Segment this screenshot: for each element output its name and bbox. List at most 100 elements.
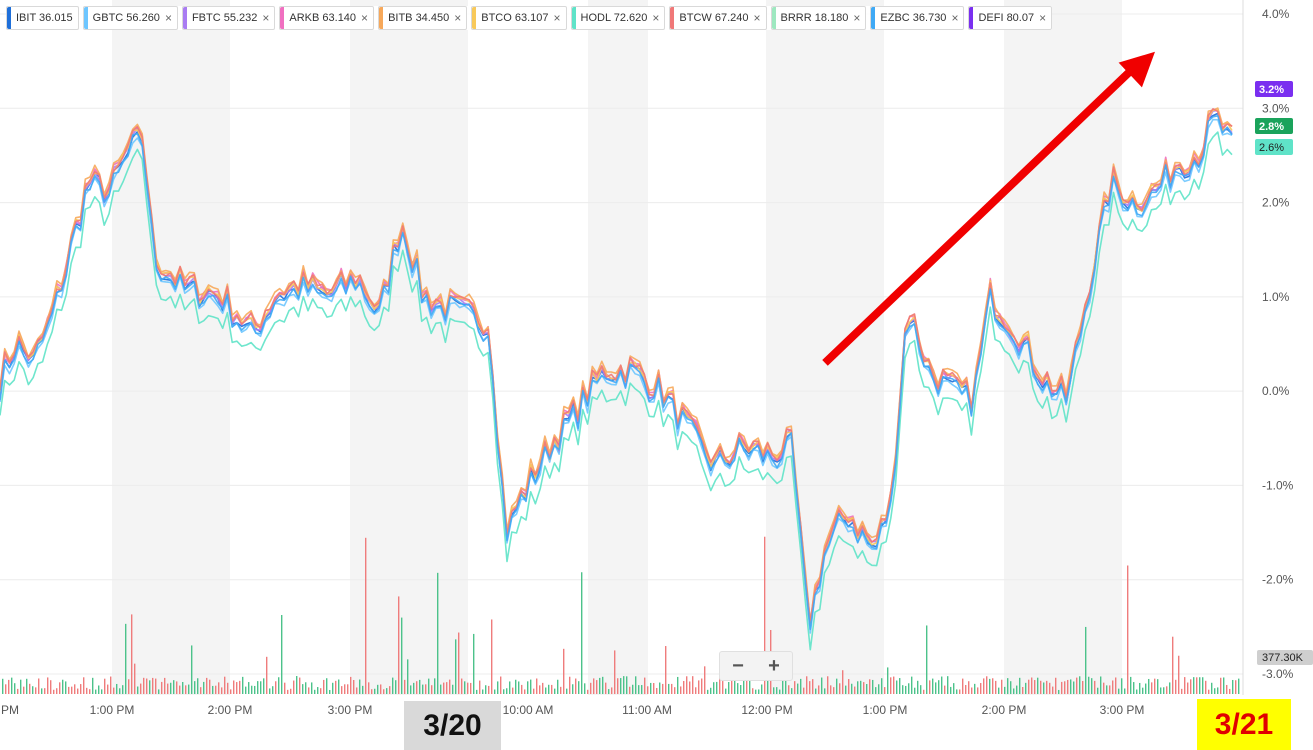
volume-bar	[734, 680, 736, 694]
zoom-in-button[interactable]: +	[768, 654, 780, 677]
legend-swatch	[969, 7, 974, 29]
legend-chip-fbtc[interactable]: FBTC 55.232 ×	[181, 6, 276, 30]
volume-bar	[407, 659, 409, 694]
close-icon[interactable]: ×	[553, 11, 561, 25]
volume-bar	[452, 684, 454, 694]
volume-bar	[1187, 682, 1189, 694]
volume-bar	[782, 677, 784, 694]
end-badge-bg	[1255, 139, 1293, 155]
volume-bar	[1154, 678, 1156, 694]
volume-bar	[584, 683, 586, 694]
volume-bar	[14, 683, 16, 694]
close-icon[interactable]: ×	[753, 11, 761, 25]
volume-bar	[587, 689, 589, 694]
volume-bar	[275, 681, 277, 694]
volume-bar	[386, 688, 388, 694]
volume-bar	[59, 682, 61, 694]
volume-bar	[1097, 687, 1099, 694]
legend-label: EZBC 36.730	[880, 12, 947, 24]
legend-chip-btco[interactable]: BTCO 63.107 ×	[471, 6, 567, 30]
close-icon[interactable]: ×	[361, 11, 369, 25]
volume-bar	[1103, 682, 1105, 694]
volume-bar	[620, 678, 622, 694]
volume-bar	[1181, 688, 1183, 694]
volume-bar	[458, 632, 460, 694]
volume-bar	[1214, 688, 1216, 694]
x-tick-label: 3:00 PM	[1100, 703, 1145, 717]
volume-bar	[1055, 677, 1057, 694]
volume-bar	[1211, 682, 1213, 694]
volume-bar	[746, 677, 748, 694]
legend-chip-hodl[interactable]: HODL 72.620 ×	[570, 6, 666, 30]
legend-chip-gbtc[interactable]: GBTC 56.260 ×	[82, 6, 178, 30]
volume-bar	[296, 676, 298, 694]
legend-chip-brrr[interactable]: BRRR 18.180 ×	[770, 6, 867, 30]
volume-bar	[437, 572, 439, 694]
close-icon[interactable]: ×	[164, 11, 172, 25]
volume-bar	[350, 676, 352, 694]
volume-bar	[317, 687, 319, 694]
volume-bar	[41, 688, 43, 694]
volume-bar	[911, 676, 913, 694]
legend-chip-ibit[interactable]: IBIT 36.015	[6, 6, 79, 30]
volume-bar	[761, 684, 763, 694]
volume-bar	[803, 687, 805, 694]
volume-bar	[461, 678, 463, 694]
volume-bar	[425, 684, 427, 694]
volume-bar	[689, 681, 691, 694]
close-icon[interactable]: ×	[1039, 11, 1047, 25]
volume-bar	[1235, 680, 1237, 694]
volume-bar	[716, 681, 718, 694]
volume-bar	[179, 685, 181, 694]
volume-bar	[431, 685, 433, 694]
volume-bar	[815, 688, 817, 694]
volume-bar	[881, 678, 883, 694]
volume-bar	[455, 639, 457, 694]
series-line-hodl	[0, 131, 1233, 651]
volume-bar	[416, 681, 418, 694]
volume-bar	[872, 679, 874, 694]
zoom-out-button[interactable]: −	[732, 654, 744, 677]
legend-swatch	[379, 7, 384, 29]
volume-bar	[308, 687, 310, 694]
legend-swatch	[871, 7, 876, 29]
volume-bar	[965, 685, 967, 694]
legend-chip-bitb[interactable]: BITB 34.450 ×	[378, 6, 468, 30]
legend-chip-arkb[interactable]: ARKB 63.140 ×	[279, 6, 375, 30]
volume-bar	[1127, 565, 1129, 694]
volume-bar	[1133, 682, 1135, 694]
legend-chip-defi[interactable]: DEFI 80.07 ×	[968, 6, 1053, 30]
volume-bar	[266, 656, 268, 694]
volume-bar	[764, 536, 766, 694]
legend-chip-ezbc[interactable]: EZBC 36.730 ×	[870, 6, 965, 30]
volume-bar	[986, 676, 988, 694]
volume-bar	[884, 687, 886, 694]
close-icon[interactable]: ×	[652, 11, 660, 25]
volume-bar	[230, 689, 232, 694]
volume-bar	[542, 682, 544, 694]
volume-bar	[668, 683, 670, 694]
volume-bar	[707, 689, 709, 694]
session-band	[112, 0, 230, 695]
legend-swatch	[182, 7, 187, 29]
volume-bar	[1025, 682, 1027, 694]
x-tick-label: 11:00 AM	[622, 703, 672, 717]
close-icon[interactable]: ×	[262, 11, 270, 25]
close-icon[interactable]: ×	[454, 11, 462, 25]
legend-swatch	[83, 7, 88, 29]
volume-bar	[890, 677, 892, 694]
volume-bar	[341, 686, 343, 694]
volume-bar	[515, 679, 517, 694]
volume-bar	[227, 682, 229, 694]
legend-chip-btcw[interactable]: BTCW 67.240 ×	[669, 6, 767, 30]
volume-bar	[1001, 679, 1003, 694]
volume-bar	[536, 678, 538, 694]
volume-bar	[1202, 677, 1204, 694]
volume-bar	[644, 677, 646, 694]
close-icon[interactable]: ×	[853, 11, 861, 25]
volume-bar	[269, 688, 271, 694]
volume-bar	[221, 687, 223, 694]
volume-bar	[428, 678, 430, 694]
volume-bar	[1016, 685, 1018, 694]
close-icon[interactable]: ×	[951, 11, 959, 25]
